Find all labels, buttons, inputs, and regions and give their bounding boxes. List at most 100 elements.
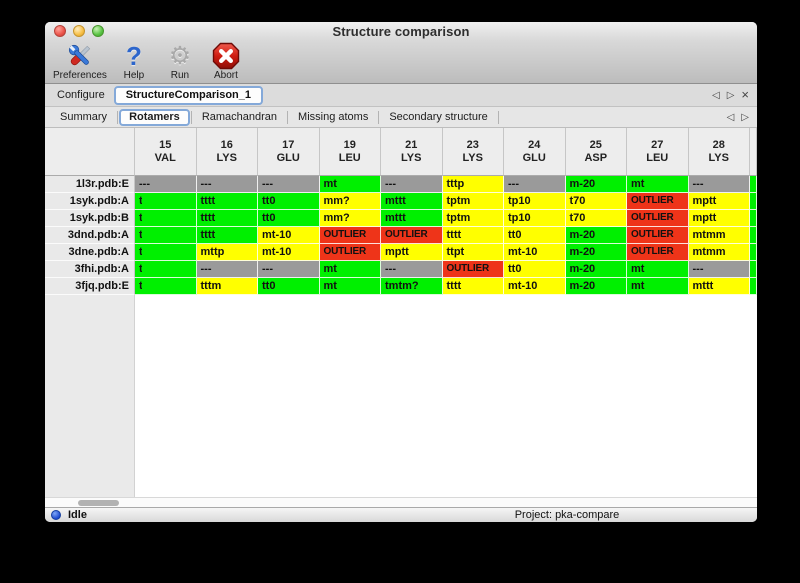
rotamer-cell[interactable]: mt — [627, 261, 689, 278]
rotamer-cell[interactable]: t70 — [565, 193, 627, 210]
rotamer-cell[interactable]: mt — [627, 278, 689, 295]
rotamer-cell-partial[interactable] — [750, 176, 757, 193]
rotamer-cell[interactable]: m-20 — [565, 227, 627, 244]
column-header-15-VAL[interactable]: 15 VAL — [135, 128, 197, 176]
rotamer-cell[interactable]: mptt — [688, 210, 750, 227]
row-header-1syk-pdb-A[interactable]: 1syk.pdb:A — [45, 193, 135, 210]
column-header-17-GLU[interactable]: 17 GLU — [258, 128, 320, 176]
toolbar-button-help[interactable]: ? Help — [115, 41, 153, 82]
rotamer-cell[interactable]: --- — [258, 176, 320, 193]
rotamer-cell-partial[interactable] — [750, 261, 757, 278]
column-header-16-LYS[interactable]: 16 LYS — [196, 128, 258, 176]
row-header-3fjq-pdb-E[interactable]: 3fjq.pdb:E — [45, 278, 135, 295]
rotamer-cell[interactable]: mm? — [319, 210, 381, 227]
rotamer-cell[interactable]: tttt — [442, 227, 504, 244]
tab-ramachandran[interactable]: Ramachandran — [201, 110, 278, 123]
row-header-3dnd-pdb-A[interactable]: 3dnd.pdb:A — [45, 227, 135, 244]
minimize-window-button[interactable] — [73, 25, 85, 37]
rotamer-cell[interactable]: --- — [135, 176, 197, 193]
rotamer-cell[interactable]: OUTLIER — [319, 227, 381, 244]
rotamer-cell[interactable]: mptt — [381, 244, 443, 261]
rotamer-cell[interactable]: t — [135, 210, 197, 227]
tab-secondary-structure[interactable]: Secondary structure — [389, 110, 488, 123]
rotamer-cell-partial[interactable] — [750, 227, 757, 244]
rotamer-cell[interactable]: mt-10 — [504, 278, 566, 295]
rotamer-cell[interactable]: OUTLIER — [627, 210, 689, 227]
rotamer-cell[interactable]: mt — [319, 176, 381, 193]
rotamer-cell[interactable]: --- — [381, 176, 443, 193]
row-header-3fhi-pdb-A[interactable]: 3fhi.pdb:A — [45, 261, 135, 278]
row-header-1syk-pdb-B[interactable]: 1syk.pdb:B — [45, 210, 135, 227]
rotamer-cell[interactable]: m-20 — [565, 278, 627, 295]
rotamer-cell[interactable]: OUTLIER — [319, 244, 381, 261]
rotamer-cell[interactable]: m-20 — [565, 176, 627, 193]
rotamer-cell[interactable]: tttt — [196, 193, 258, 210]
column-header-19-LEU[interactable]: 19 LEU — [319, 128, 381, 176]
forward-arrow-icon[interactable]: ▷ — [726, 89, 735, 101]
tab-summary[interactable]: Summary — [60, 110, 108, 123]
row-header-3dne-pdb-A[interactable]: 3dne.pdb:A — [45, 244, 135, 261]
rotamer-cell-partial[interactable] — [750, 210, 757, 227]
column-header-23-LYS[interactable]: 23 LYS — [442, 128, 504, 176]
rotamer-cell[interactable]: tttt — [196, 210, 258, 227]
close-window-button[interactable] — [54, 25, 66, 37]
rotamer-cell[interactable]: mt-10 — [258, 244, 320, 261]
scrollbar-thumb[interactable] — [78, 500, 119, 506]
configure-selected-item[interactable]: StructureComparison_1 — [113, 85, 264, 105]
rotamer-cell[interactable]: --- — [196, 176, 258, 193]
rotamer-cell[interactable]: mttt — [381, 210, 443, 227]
rotamer-cell[interactable]: mt-10 — [258, 227, 320, 244]
horizontal-scrollbar[interactable] — [45, 497, 757, 507]
rotamer-cell[interactable]: tt0 — [258, 210, 320, 227]
rotamer-cell[interactable]: mt — [627, 176, 689, 193]
rotamer-cell[interactable]: tttp — [442, 176, 504, 193]
rotamer-cell[interactable]: tttm — [196, 278, 258, 295]
rotamer-cell[interactable]: t — [135, 278, 197, 295]
rotamer-cell[interactable]: mtmm — [688, 227, 750, 244]
rotamer-cell[interactable]: tt0 — [504, 227, 566, 244]
rotamer-cell[interactable]: --- — [504, 176, 566, 193]
rotamer-cell[interactable]: m-20 — [565, 244, 627, 261]
rotamer-cell[interactable]: OUTLIER — [442, 261, 504, 278]
rotamer-cell[interactable]: t — [135, 261, 197, 278]
rotamer-cell[interactable]: mt — [319, 261, 381, 278]
rotamer-cell[interactable]: mttp — [196, 244, 258, 261]
rotamer-cell[interactable]: mttt — [688, 278, 750, 295]
rotamer-cell[interactable]: tmtm? — [381, 278, 443, 295]
rotamer-cell[interactable]: OUTLIER — [627, 193, 689, 210]
rotamer-cell[interactable]: OUTLIER — [381, 227, 443, 244]
rotamer-cell[interactable]: --- — [688, 261, 750, 278]
rotamer-cell[interactable]: mt — [319, 278, 381, 295]
rotamer-cell[interactable]: mtmm — [688, 244, 750, 261]
rotamer-cell[interactable]: mt-10 — [504, 244, 566, 261]
close-icon[interactable]: × — [741, 87, 749, 102]
rotamer-cell[interactable]: mttt — [381, 193, 443, 210]
rotamer-cell[interactable]: --- — [381, 261, 443, 278]
title-bar[interactable]: Structure comparison — [45, 22, 757, 40]
column-header-25-ASP[interactable]: 25 ASP — [565, 128, 627, 176]
rotamer-cell[interactable]: --- — [196, 261, 258, 278]
rotamer-cell[interactable]: --- — [258, 261, 320, 278]
column-header-24-GLU[interactable]: 24 GLU — [504, 128, 566, 176]
rotamer-cell[interactable]: ttpt — [442, 244, 504, 261]
rotamer-cell[interactable]: tptm — [442, 210, 504, 227]
rotamer-cell[interactable]: tttt — [196, 227, 258, 244]
rotamer-cell[interactable]: mptt — [688, 193, 750, 210]
rotamer-cell[interactable]: --- — [688, 176, 750, 193]
rotamer-cell[interactable]: t — [135, 193, 197, 210]
tab-back-arrow-icon[interactable]: ◁ — [726, 111, 735, 123]
rotamer-cell[interactable]: OUTLIER — [627, 227, 689, 244]
rotamer-cell-partial[interactable] — [750, 244, 757, 261]
rotamer-cell[interactable]: t — [135, 227, 197, 244]
tab-rotamers[interactable]: Rotamers — [119, 108, 190, 126]
rotamer-cell[interactable]: t — [135, 244, 197, 261]
rotamer-cell[interactable]: OUTLIER — [627, 244, 689, 261]
rotamer-cell[interactable]: tt0 — [258, 193, 320, 210]
toolbar-button-preferences[interactable]: Preferences — [53, 41, 107, 81]
toolbar-button-abort[interactable]: Abort — [207, 41, 245, 81]
column-header-21-LYS[interactable]: 21 LYS — [381, 128, 443, 176]
rotamer-cell[interactable]: tt0 — [504, 261, 566, 278]
tab-missing-atoms[interactable]: Missing atoms — [298, 110, 369, 123]
zoom-window-button[interactable] — [92, 25, 104, 37]
toolbar-button-run[interactable]: ⚙ Run — [161, 41, 199, 82]
